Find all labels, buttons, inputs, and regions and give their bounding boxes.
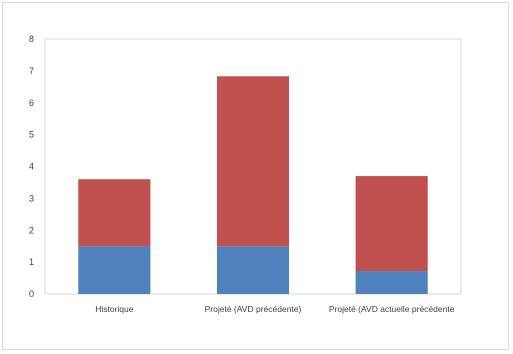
y-tick-label: 8 bbox=[29, 34, 34, 44]
chart-frame: 0 1 2 3 4 5 6 7 8 Historique Projeté (AVD précéden… bbox=[2, 2, 509, 350]
y-tick-label: 1 bbox=[29, 257, 34, 267]
bar-segment-red bbox=[355, 176, 428, 272]
stacked-bar-chart: 0 1 2 3 4 5 6 7 8 Historique Projeté (AVD précéden… bbox=[29, 34, 462, 314]
x-category-label: Historique bbox=[95, 304, 134, 314]
bar-segment-red bbox=[216, 76, 290, 247]
plot-area: 0 1 2 3 4 5 6 7 8 Historique Projeté (AVD précéden… bbox=[29, 34, 462, 314]
bar-segment-blue bbox=[78, 246, 151, 294]
y-tick-label: 2 bbox=[29, 225, 34, 235]
x-category-label: Projeté (AVD actuelle précédente bbox=[329, 304, 455, 314]
y-tick-label: 6 bbox=[29, 98, 34, 108]
x-category-label: Projeté (AVD précédente) bbox=[205, 304, 302, 314]
y-tick-label: 5 bbox=[29, 130, 34, 140]
y-tick-label: 7 bbox=[29, 66, 34, 76]
bar-segment-blue bbox=[355, 271, 428, 294]
bar-segment-blue bbox=[216, 246, 290, 294]
y-tick-label: 4 bbox=[29, 162, 34, 172]
y-tick-label: 3 bbox=[29, 193, 34, 203]
y-tick-label: 0 bbox=[29, 289, 34, 299]
bar-segment-red bbox=[78, 179, 151, 247]
